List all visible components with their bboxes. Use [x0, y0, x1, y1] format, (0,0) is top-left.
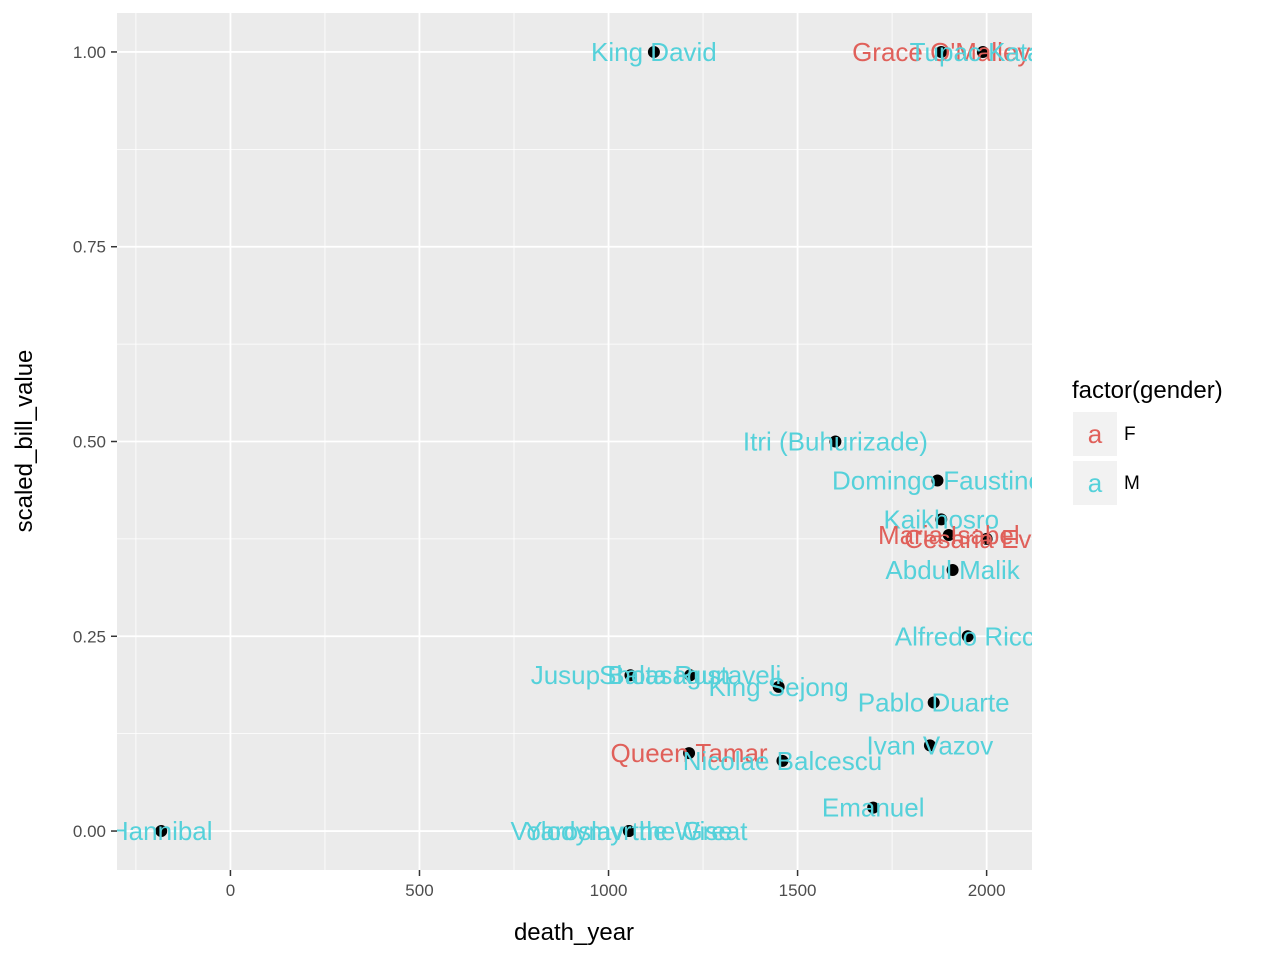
point-label: Queen Tamar	[611, 738, 768, 768]
data-point	[931, 474, 944, 487]
legend-entry-label: F	[1124, 424, 1136, 445]
legend: factor(gender) a Fa M	[1072, 377, 1223, 505]
data-point	[935, 45, 948, 58]
data-point	[980, 532, 993, 545]
legend-title: factor(gender)	[1072, 377, 1223, 404]
data-point	[776, 754, 789, 767]
y-tick-label: 1.00	[73, 43, 106, 62]
data-point	[867, 801, 880, 814]
data-points	[155, 45, 993, 838]
point-label: Nicolae Balcescu	[683, 746, 882, 776]
data-point	[961, 630, 974, 643]
data-point	[927, 696, 940, 709]
x-tick-label: 2000	[968, 881, 1006, 900]
x-tick-label: 1500	[779, 881, 817, 900]
data-point	[684, 669, 697, 682]
x-tick-label: 0	[226, 881, 235, 900]
point-label: Jusup Balasagun	[531, 660, 730, 690]
legend-key-glyph: a	[1088, 468, 1103, 498]
point-label: Cesaria Evora	[904, 524, 1069, 554]
y-tick-label: 0.00	[73, 822, 106, 841]
data-point	[942, 528, 955, 541]
point-label: Itri (Buhurizade)	[743, 427, 928, 457]
axes: 0 500 1000 1500 2000 0.00 0.25 0.50 0.75 1.00	[73, 43, 1006, 900]
data-point	[622, 825, 635, 838]
point-label: Domingo Faustino	[832, 465, 1043, 495]
x-tick-label: 1000	[590, 881, 628, 900]
y-tick-label: 0.75	[73, 238, 106, 257]
data-point	[829, 435, 842, 448]
legend-entries: a Fa M	[1073, 412, 1140, 505]
point-label: Abdul Malik	[885, 555, 1020, 585]
data-point	[155, 825, 168, 838]
x-axis-title: death_year	[514, 919, 634, 946]
point-label: Alfredo Ricci	[895, 621, 1041, 651]
point-label: King Sejong	[709, 672, 849, 702]
x-tick-label: 500	[405, 881, 433, 900]
grid-lines	[117, 13, 1032, 870]
data-point	[923, 739, 936, 752]
point-label: Yaroslav the Wise	[525, 816, 733, 846]
legend-entry-label: M	[1124, 473, 1140, 494]
data-point	[946, 564, 959, 577]
legend-key-box	[1073, 412, 1117, 456]
point-label: Shota Rustaveli	[599, 660, 781, 690]
data-point	[647, 45, 660, 58]
point-label: Kaikhosro	[883, 504, 999, 534]
point-label: Grace O'Malley	[852, 37, 1030, 67]
point-label: King David	[591, 37, 717, 67]
point-label: Maria Isabel	[878, 520, 1020, 550]
y-axis-title: scaled_bill_value	[11, 350, 38, 533]
point-label: Volodymyr the Great	[510, 816, 748, 846]
legend-key-glyph: a	[1088, 419, 1103, 449]
point-label: Tupac Katari	[910, 37, 1056, 67]
point-label: Pablo Duarte	[858, 687, 1010, 717]
y-tick-label: 0.50	[73, 433, 106, 452]
data-point	[976, 45, 989, 58]
point-label: Emanuel	[822, 793, 925, 823]
data-point	[624, 669, 637, 682]
y-tick-label: 0.25	[73, 627, 106, 646]
legend-key-box	[1073, 461, 1117, 505]
point-label: Ivan Vazov	[867, 730, 994, 760]
data-point	[935, 513, 948, 526]
data-point	[683, 747, 696, 760]
point-label: Hannibal	[110, 816, 213, 846]
data-point	[772, 680, 785, 693]
